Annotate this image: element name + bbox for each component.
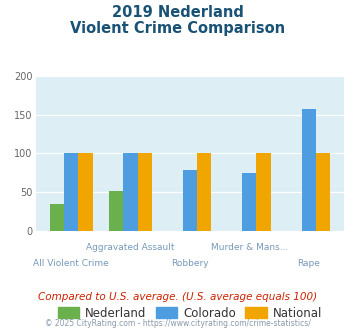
- Legend: Nederland, Colorado, National: Nederland, Colorado, National: [53, 302, 327, 324]
- Text: © 2025 CityRating.com - https://www.cityrating.com/crime-statistics/: © 2025 CityRating.com - https://www.city…: [45, 319, 310, 328]
- Text: Murder & Mans...: Murder & Mans...: [211, 244, 288, 252]
- Bar: [256, 153, 271, 231]
- Bar: [64, 153, 78, 231]
- Bar: [302, 109, 316, 231]
- Text: All Violent Crime: All Violent Crime: [33, 259, 109, 268]
- Text: Rape: Rape: [297, 259, 320, 268]
- Bar: [78, 153, 93, 231]
- Text: Compared to U.S. average. (U.S. average equals 100): Compared to U.S. average. (U.S. average …: [38, 292, 317, 302]
- Text: 2019 Nederland: 2019 Nederland: [111, 5, 244, 20]
- Bar: [197, 153, 211, 231]
- Bar: [50, 204, 64, 231]
- Text: Aggravated Assault: Aggravated Assault: [86, 244, 175, 252]
- Bar: [124, 153, 138, 231]
- Bar: [316, 153, 330, 231]
- Bar: [109, 191, 124, 231]
- Bar: [242, 173, 256, 231]
- Text: Robbery: Robbery: [171, 259, 209, 268]
- Bar: [138, 153, 152, 231]
- Text: Violent Crime Comparison: Violent Crime Comparison: [70, 21, 285, 36]
- Bar: [183, 170, 197, 231]
